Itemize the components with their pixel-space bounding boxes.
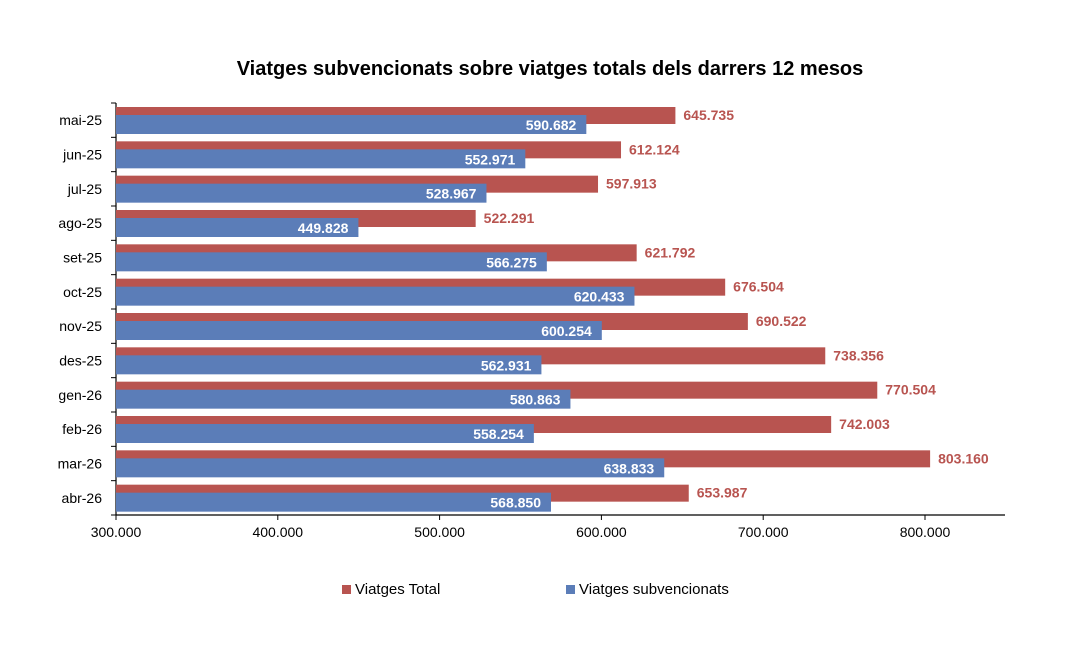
x-tick-label: 800.000 <box>900 524 951 540</box>
data-label-total: 597.913 <box>606 176 657 192</box>
category-label: gen-26 <box>58 387 102 403</box>
data-label-total: 645.735 <box>683 107 734 123</box>
x-tick-label: 700.000 <box>738 524 789 540</box>
category-label: ago-25 <box>58 215 102 231</box>
legend-swatch-total <box>342 585 351 594</box>
legend-swatch-subvencionats <box>566 585 575 594</box>
data-label-subvencionats: 638.833 <box>604 460 655 476</box>
bar-subvencionats <box>116 389 571 409</box>
category-label: set-25 <box>63 250 102 266</box>
data-label-subvencionats: 528.967 <box>426 186 477 202</box>
data-label-total: 653.987 <box>697 485 748 501</box>
data-label-subvencionats: 552.971 <box>465 151 516 167</box>
category-label: jun-25 <box>62 147 102 163</box>
data-label-total: 612.124 <box>629 141 680 157</box>
bar-subvencionats <box>116 355 542 375</box>
bar-subvencionats <box>116 458 665 478</box>
data-label-subvencionats: 558.254 <box>473 426 524 442</box>
category-label: des-25 <box>59 353 102 369</box>
bar-subvencionats <box>116 218 359 237</box>
x-tick-label: 300.000 <box>91 524 142 540</box>
bar-subvencionats <box>116 149 526 169</box>
category-label: nov-25 <box>59 318 102 334</box>
legend: Viatges Total Viatges subvencionats <box>0 581 1066 601</box>
data-label-total: 803.160 <box>938 450 989 466</box>
data-label-total: 738.356 <box>833 347 884 363</box>
data-label-subvencionats: 449.828 <box>298 220 349 236</box>
chart-title: Viatges subvencionats sobre viatges tota… <box>236 58 864 80</box>
x-tick-label: 400.000 <box>252 524 303 540</box>
data-label-subvencionats: 580.863 <box>510 392 561 408</box>
data-label-total: 742.003 <box>839 416 890 432</box>
legend-label-total: Viatges Total <box>355 581 441 598</box>
category-label: mar-26 <box>58 456 103 472</box>
bar-subvencionats <box>116 492 551 512</box>
bar-subvencionats <box>116 286 635 306</box>
x-tick-label: 500.000 <box>414 524 465 540</box>
data-label-total: 770.504 <box>885 382 936 398</box>
data-label-total: 676.504 <box>733 279 784 295</box>
bar-subvencionats <box>116 183 487 203</box>
category-label: mai-25 <box>59 112 102 128</box>
data-label-subvencionats: 600.254 <box>541 323 592 339</box>
legend-label-subvencionats: Viatges subvencionats <box>579 581 729 598</box>
category-label: abr-26 <box>62 490 103 506</box>
category-label: oct-25 <box>63 284 102 300</box>
data-label-subvencionats: 590.682 <box>526 117 577 133</box>
bar-subvencionats <box>116 321 602 340</box>
data-label-subvencionats: 566.275 <box>486 254 537 270</box>
legend-item-subvencionats: Viatges subvencionats <box>566 581 729 598</box>
bar-subvencionats <box>116 424 534 443</box>
category-label: jul-25 <box>67 181 102 197</box>
legend-item-total: Viatges Total <box>342 581 440 598</box>
bar-subvencionats <box>116 252 547 272</box>
data-label-subvencionats: 562.931 <box>481 357 532 373</box>
data-label-total: 522.291 <box>484 210 535 226</box>
data-label-total: 690.522 <box>756 313 807 329</box>
data-label-total: 621.792 <box>645 244 696 260</box>
data-label-subvencionats: 568.850 <box>490 495 541 511</box>
category-label: feb-26 <box>62 421 102 437</box>
bar-subvencionats <box>116 115 587 134</box>
x-tick-label: 600.000 <box>576 524 627 540</box>
data-label-subvencionats: 620.433 <box>574 289 625 305</box>
